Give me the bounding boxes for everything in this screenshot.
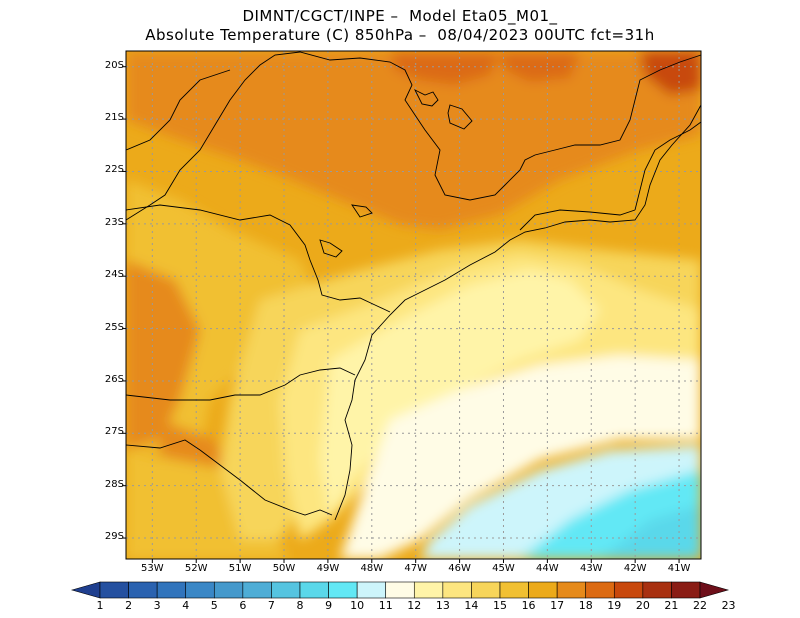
map-frame — [125, 50, 702, 560]
border-ms-sp — [125, 69, 231, 151]
colorbar-label: 3 — [153, 599, 161, 612]
temperature-field — [126, 51, 701, 559]
colorbar-segment — [556, 581, 587, 599]
colorbar-label: 9 — [325, 599, 333, 612]
lon-label: 43W — [579, 563, 603, 574]
colorbar-label: 16 — [521, 599, 536, 612]
chart-title-line-2: Absolute Temperature (C) 850hPa – 08/04/… — [145, 26, 655, 44]
lon-label: 53W — [141, 563, 164, 574]
lat-label: 29S — [104, 531, 124, 543]
colorbar-label: 19 — [607, 599, 622, 612]
colorbar-label: 6 — [239, 599, 247, 612]
border-mg-rj — [519, 209, 636, 231]
field-20c-patch — [640, 51, 701, 95]
field-13c — [320, 270, 600, 520]
colorbar-segment — [413, 581, 444, 599]
colorbar-segment — [613, 581, 644, 599]
colorbar-label: 21 — [664, 599, 679, 612]
lat-label: 23S — [104, 216, 124, 228]
lon-label: 46W — [448, 563, 471, 574]
colorbar-label: 8 — [296, 599, 304, 612]
colorbar-label: 2 — [125, 599, 133, 612]
colorbar-arrow-high — [699, 581, 730, 599]
lon-label: 50W — [272, 563, 296, 574]
colorbar-label: 5 — [210, 599, 218, 612]
colorbar-label: 11 — [378, 599, 393, 612]
border-sc-rs — [125, 439, 333, 516]
colorbar-label: 4 — [182, 599, 190, 612]
colorbar-segment — [242, 581, 272, 599]
colorbar-label: 15 — [493, 599, 507, 612]
lon-label: 51W — [228, 563, 252, 574]
colorbar-segment — [299, 581, 329, 599]
colorbar-arrow-low — [70, 581, 101, 599]
lat-label: 22S — [104, 164, 124, 176]
colorbar-segment — [356, 581, 387, 599]
colorbar-segment — [328, 581, 358, 599]
lat-label: 25S — [104, 321, 124, 333]
colorbar-label: 13 — [435, 599, 450, 612]
field-18c-west-strip — [126, 260, 200, 450]
colorbar-segment — [271, 581, 301, 599]
colorbar-segment — [213, 581, 244, 599]
lon-label: 45W — [492, 563, 515, 574]
field-18c-north — [126, 51, 701, 230]
reservoir-4 — [351, 204, 373, 218]
axis-ticks — [122, 66, 680, 563]
colorbar-label: 22 — [693, 599, 707, 612]
lon-label: 47W — [404, 563, 427, 574]
lat-label: 20S — [104, 59, 124, 71]
lon-label: 42W — [623, 563, 647, 574]
colorbar-segment — [528, 581, 558, 599]
colorbar-segment — [499, 581, 529, 599]
colorbar-segment — [642, 581, 672, 599]
reservoir-3 — [319, 239, 343, 258]
colorbar-segment — [671, 581, 701, 599]
chart-title-line-1: DIMNT/CGCT/INPE – Model Eta05_M01_ — [242, 7, 558, 25]
field-12c — [340, 355, 701, 559]
colorbar-label: 10 — [350, 599, 365, 612]
border-sp-mg — [125, 51, 702, 221]
lon-label: 52W — [184, 563, 208, 574]
border-pr-sc — [125, 367, 356, 401]
reservoir-1 — [413, 88, 439, 107]
lat-label: 24S — [104, 269, 124, 281]
map-gridlines — [126, 51, 701, 559]
lon-label: 49W — [316, 563, 340, 574]
colorbar-segment — [185, 581, 215, 599]
lon-label: 41W — [667, 563, 691, 574]
colorbar-label: 20 — [635, 599, 650, 612]
colorbar-segment — [442, 581, 472, 599]
field-19c-patch-1 — [390, 51, 500, 85]
colorbar-segment — [585, 581, 615, 599]
reservoir-2 — [447, 104, 473, 130]
lat-label: 27S — [104, 426, 124, 438]
lon-label: 48W — [360, 563, 384, 574]
colorbar-segment — [99, 581, 129, 599]
colorbar-segment — [156, 581, 187, 599]
lat-label: 21S — [104, 112, 124, 124]
colorbar — [70, 581, 730, 599]
field-14c — [280, 255, 701, 540]
colorbar-segment — [385, 581, 415, 599]
colorbar-label: 14 — [464, 599, 479, 612]
colorbar-label: 7 — [267, 599, 275, 612]
lon-label: 44W — [536, 563, 559, 574]
lat-label: 26S — [104, 373, 124, 385]
border-pr-sp — [125, 204, 391, 313]
coastline — [334, 104, 702, 521]
colorbar-label: 17 — [550, 599, 565, 612]
colorbar-segment — [128, 581, 158, 599]
colorbar-label: 1 — [96, 599, 104, 612]
colorbar-label: 18 — [578, 599, 593, 612]
colorbar-label: 23 — [721, 599, 736, 612]
lat-label: 28S — [104, 478, 124, 490]
map-borders — [125, 51, 702, 521]
colorbar-segment — [471, 581, 501, 599]
field-9c — [600, 505, 701, 559]
colorbar-label: 12 — [407, 599, 422, 612]
border-mg-es — [634, 121, 702, 211]
